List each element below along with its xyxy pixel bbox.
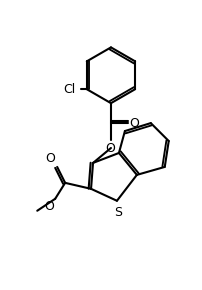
Text: O: O <box>129 117 139 130</box>
Text: O: O <box>44 200 54 213</box>
Text: O: O <box>46 152 56 165</box>
Text: O: O <box>105 142 115 155</box>
Text: Cl: Cl <box>64 83 76 96</box>
Text: S: S <box>114 206 122 219</box>
